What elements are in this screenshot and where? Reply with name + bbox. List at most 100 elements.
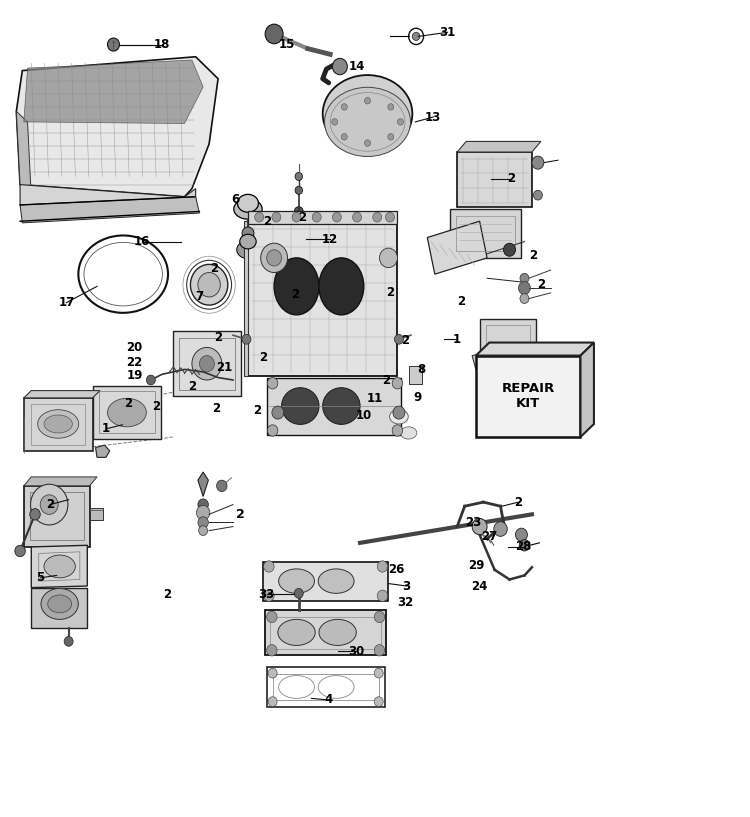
Text: 2: 2 — [46, 498, 54, 511]
Text: 29: 29 — [468, 559, 484, 572]
Polygon shape — [24, 391, 100, 398]
Circle shape — [31, 484, 68, 525]
Circle shape — [40, 495, 58, 515]
Circle shape — [374, 645, 385, 656]
Circle shape — [192, 347, 222, 380]
Circle shape — [388, 104, 394, 110]
Circle shape — [242, 334, 251, 344]
Circle shape — [520, 293, 529, 303]
Text: 13: 13 — [425, 110, 442, 123]
Text: 22: 22 — [126, 355, 142, 368]
Circle shape — [374, 668, 383, 678]
Text: 9: 9 — [413, 391, 422, 404]
Circle shape — [392, 377, 403, 389]
Ellipse shape — [281, 388, 319, 424]
Text: 2: 2 — [291, 288, 299, 301]
Text: 2: 2 — [457, 294, 465, 307]
Circle shape — [200, 355, 214, 372]
Text: 2: 2 — [386, 287, 394, 299]
Text: 20: 20 — [126, 341, 142, 354]
Circle shape — [272, 406, 284, 419]
Ellipse shape — [400, 426, 417, 439]
Text: 2: 2 — [507, 172, 515, 185]
Circle shape — [268, 425, 278, 436]
Text: 18: 18 — [154, 38, 170, 51]
Circle shape — [272, 212, 280, 222]
Circle shape — [374, 697, 383, 707]
Circle shape — [532, 156, 544, 169]
Bar — [32, 587, 87, 628]
Text: 2: 2 — [164, 587, 171, 600]
Text: 15: 15 — [279, 38, 295, 51]
Circle shape — [15, 545, 26, 556]
Circle shape — [332, 118, 338, 125]
Bar — [409, 366, 422, 384]
Text: 2: 2 — [236, 508, 244, 521]
Circle shape — [533, 190, 542, 200]
Text: 2: 2 — [382, 373, 390, 386]
Polygon shape — [95, 445, 109, 458]
Bar — [271, 617, 381, 649]
Circle shape — [393, 406, 405, 419]
Bar — [24, 486, 89, 547]
Bar — [24, 398, 92, 451]
Bar — [98, 391, 155, 433]
Circle shape — [352, 212, 362, 222]
Ellipse shape — [237, 241, 260, 259]
Polygon shape — [244, 221, 248, 376]
Text: 1: 1 — [102, 422, 110, 435]
Polygon shape — [476, 342, 594, 355]
Text: 27: 27 — [482, 530, 497, 542]
Ellipse shape — [389, 409, 408, 424]
Polygon shape — [198, 472, 208, 497]
Bar — [267, 667, 385, 707]
Circle shape — [374, 611, 385, 623]
Circle shape — [364, 97, 370, 104]
Text: 2: 2 — [537, 279, 545, 291]
Circle shape — [292, 212, 301, 222]
Text: 30: 30 — [348, 645, 364, 658]
Bar — [173, 331, 241, 396]
Circle shape — [392, 425, 403, 436]
Polygon shape — [16, 56, 218, 197]
Text: 2: 2 — [212, 402, 220, 415]
Text: 10: 10 — [356, 408, 372, 422]
Text: 1: 1 — [453, 333, 461, 346]
Bar — [179, 337, 235, 390]
Ellipse shape — [274, 258, 319, 315]
Bar — [30, 493, 83, 540]
Text: 2: 2 — [530, 249, 538, 262]
Circle shape — [264, 560, 274, 572]
Bar — [89, 508, 103, 520]
Circle shape — [267, 250, 281, 266]
Circle shape — [377, 560, 388, 572]
Circle shape — [268, 377, 278, 389]
Ellipse shape — [48, 595, 72, 613]
Circle shape — [267, 645, 277, 656]
Ellipse shape — [240, 234, 256, 249]
Text: 2: 2 — [124, 397, 133, 410]
Text: 33: 33 — [259, 587, 274, 600]
Bar — [273, 674, 379, 700]
Text: 12: 12 — [322, 233, 338, 246]
Circle shape — [267, 611, 277, 623]
Ellipse shape — [44, 415, 72, 433]
Polygon shape — [24, 60, 203, 123]
Circle shape — [199, 526, 208, 535]
Circle shape — [503, 243, 515, 257]
Circle shape — [394, 334, 404, 344]
Circle shape — [520, 274, 529, 283]
Circle shape — [64, 636, 73, 646]
Circle shape — [198, 517, 208, 529]
Circle shape — [268, 668, 277, 678]
Text: 5: 5 — [36, 571, 44, 584]
Circle shape — [198, 273, 220, 297]
Ellipse shape — [322, 75, 413, 153]
Circle shape — [261, 243, 287, 273]
Circle shape — [107, 38, 119, 51]
Text: REPAIR
KIT: REPAIR KIT — [502, 382, 555, 410]
Circle shape — [377, 590, 388, 601]
Bar — [456, 216, 514, 252]
Text: 24: 24 — [472, 579, 488, 592]
Text: 2: 2 — [210, 262, 218, 275]
